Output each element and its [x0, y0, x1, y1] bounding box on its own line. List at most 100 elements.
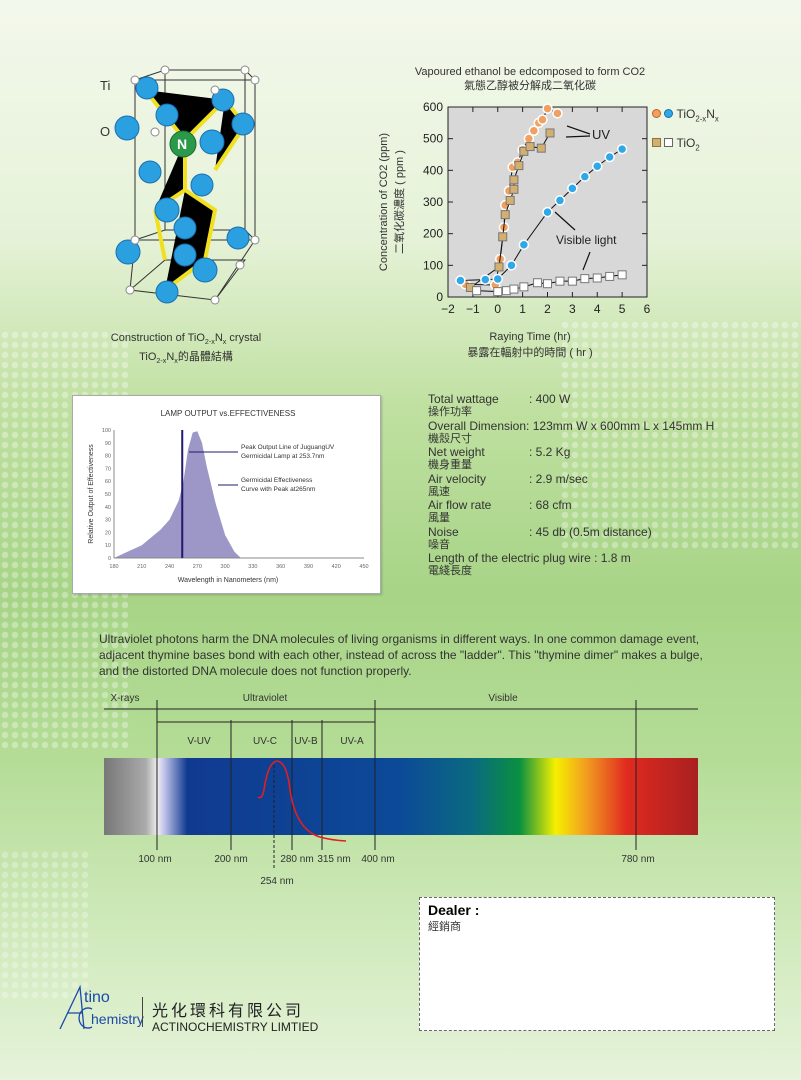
y-tick-label: 0 [108, 556, 111, 562]
nitrogen-atom [169, 130, 197, 158]
data-point [492, 273, 503, 285]
data-point [592, 160, 603, 172]
data-point [533, 278, 543, 288]
o-label: O [100, 124, 111, 139]
spec-label-zh: 操作功率 [428, 406, 472, 418]
spec-label-zh: 噪音 [428, 538, 450, 551]
data-point [617, 270, 627, 280]
data-point [519, 282, 529, 292]
region-label: X-rays [111, 693, 140, 704]
wavelength-label: 780 nm [621, 854, 654, 865]
x-tick-label: 210 [137, 564, 146, 570]
data-point [604, 151, 615, 163]
arrow-icon [565, 125, 591, 138]
data-point [616, 143, 628, 155]
uv-band-label: UV-A [340, 736, 364, 747]
y-tick-label: 0 [436, 290, 443, 304]
spec-value: : 1.8 m [590, 551, 631, 565]
data-point [509, 175, 519, 185]
data-point [509, 184, 519, 194]
legend-marker-icon [664, 138, 674, 148]
x-tick-label: 360 [276, 564, 285, 570]
spec-value: : 123mm W x 600mm L x 145mm H [526, 418, 715, 433]
wavelength-label: 400 nm [361, 854, 394, 865]
y-tick-label: 200 [423, 227, 443, 241]
data-point [554, 195, 566, 206]
data-point [501, 286, 511, 296]
crystal-structure-diagram [114, 65, 260, 305]
x-tick-label: 5 [619, 302, 626, 316]
y-tick-label: 600 [423, 100, 443, 114]
y-tick-label: 300 [423, 195, 443, 209]
effectiveness-area [114, 431, 241, 558]
data-point [480, 274, 491, 285]
spec-value: : 400 W [529, 392, 571, 406]
co2-chart: Vapoured ethanol be edcomposed to form C… [378, 66, 651, 359]
visible-light-annotation: Visible light [556, 233, 617, 247]
data-point [552, 108, 563, 119]
company-logo: tino hemistry [58, 985, 144, 1030]
y-axis-label-zh: 二氧化碳濃度 ( ppm ) [392, 150, 406, 254]
data-point [509, 284, 519, 294]
y-tick-label: 500 [423, 132, 443, 146]
x-axis-label: Wavelength in Nanometers (nm) [178, 577, 279, 584]
uv-band-label: UV-B [294, 736, 318, 747]
wavelength-label: 100 nm [138, 854, 171, 865]
dealer-title-zh: 經銷商 [428, 921, 461, 933]
spec-row: Net weight : 5.2 Kg 機身重量 [428, 446, 570, 472]
legend-item: TiO2 [652, 131, 719, 160]
x-tick-label: 0 [494, 302, 501, 316]
x-axis-label: Raying Time (hr) [489, 331, 570, 343]
chart-title: Vapoured ethanol be edcomposed to form C… [415, 66, 645, 78]
spec-row: Length of the electric plug wire : 1.8 m… [428, 552, 631, 578]
uv-band-label: UV-C [253, 736, 277, 747]
data-point [528, 125, 540, 136]
wavelength-label: 315 nm [317, 854, 350, 865]
data-point [518, 239, 530, 250]
data-point [498, 232, 508, 242]
chart-title: LAMP OUTPUT vs.EFFECTIVENESS [161, 409, 296, 418]
data-point [472, 286, 482, 296]
x-tick-label: 300 [221, 564, 230, 570]
spec-label: Length of the electric plug wire [428, 551, 591, 565]
y-tick-label: 100 [102, 428, 111, 434]
x-tick-label: 330 [248, 564, 257, 570]
world-map-dots [0, 850, 90, 1000]
y-tick-label: 100 [423, 258, 443, 272]
wavelength-label: 200 nm [214, 854, 247, 865]
x-tick-label: 270 [193, 564, 202, 570]
data-point [605, 271, 615, 281]
chart-title-zh: 氣態乙醇被分解成二氧化碳 [464, 78, 596, 92]
world-map-dots [560, 320, 801, 550]
data-point [580, 274, 590, 284]
x-tick-label: 2 [544, 302, 551, 316]
germicidal-curve [257, 760, 347, 842]
y-tick-label: 60 [105, 479, 111, 485]
y-axis-label: Concentration of CO2 (ppm) [378, 133, 390, 271]
data-point [579, 171, 591, 182]
region-label: Ultraviolet [243, 693, 288, 704]
uv-band-label: V-UV [187, 736, 211, 747]
curve-annotation: Germicidal Effectiveness [241, 477, 313, 484]
spec-label: Net weight [428, 445, 485, 459]
spec-value: : 45 db (0.5m distance) [529, 524, 652, 539]
company-name-en: ACTINOCHEMISTRY LIMTIED [152, 1020, 319, 1034]
y-tick-label: 400 [423, 163, 443, 177]
co2-legend: TiO2-xNx TiO2 [652, 102, 719, 161]
spec-row: Air velocity: 2.9 m/sec 風速 [428, 472, 588, 499]
spec-row: Total wattage: 400 W 操作功率 [428, 393, 570, 419]
spec-value: : 5.2 Kg [529, 445, 571, 459]
y-tick-label: 70 [105, 466, 111, 472]
dealer-box: Dealer : 經銷商 [419, 897, 775, 1031]
y-tick-label: 30 [105, 518, 111, 524]
x-tick-label: 4 [594, 302, 601, 316]
legend-marker-icon [664, 109, 674, 118]
spec-value: : 68 cfm [529, 498, 572, 512]
company-name-zh: 光化環科有限公司 [152, 1001, 305, 1020]
spec-row: Air flow rate: 68 cfm 風量 [428, 499, 572, 525]
data-point [536, 143, 546, 153]
data-point [545, 128, 555, 138]
spec-label-zh: 機身重量 [428, 459, 472, 471]
data-point [537, 114, 548, 125]
x-axis-label-zh: 暴露在輻射中的時間 ( hr ) [467, 345, 592, 359]
